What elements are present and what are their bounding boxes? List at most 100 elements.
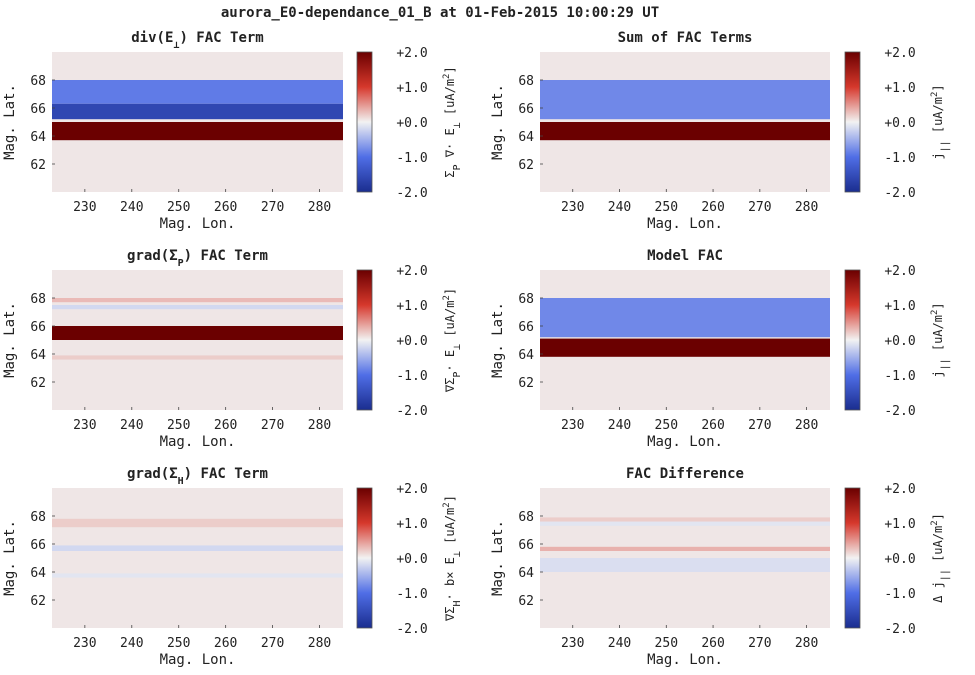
y-tick-label: 64 xyxy=(518,348,534,363)
y-tick-label: 68 xyxy=(30,510,46,525)
x-axis-label: Mag. Lon. xyxy=(647,652,723,668)
colorbar-label: Δ j|| [uA/m2] xyxy=(930,513,951,603)
panel-title: Sum of FAC Terms xyxy=(618,30,753,46)
colorbar-tick-label: -2.0 xyxy=(396,186,427,201)
heatmap-band xyxy=(52,305,343,310)
heatmap-band xyxy=(52,355,343,360)
figure-title: aurora_E0-dependance_01_B at 01-Feb-2015… xyxy=(221,5,659,21)
colorbar xyxy=(356,51,373,193)
panel-grad-sigma-h: grad(ΣH) FAC Term 230 240 250 260 270 280 62 64 6… xyxy=(2,466,463,668)
x-tick-label: 260 xyxy=(701,636,724,651)
panel-fac-diff: FAC Difference 230 240 250 260 270 280 62 64 66 68… xyxy=(490,466,951,668)
x-tick-label: 280 xyxy=(795,200,818,215)
colorbar-tick-label: -1.0 xyxy=(396,369,427,384)
colorbar-tick-label: +0.0 xyxy=(884,334,915,349)
colorbar-label: j|| [uA/m2] xyxy=(930,302,951,377)
x-tick-label: 240 xyxy=(608,636,631,651)
y-axis-label: Mag. Lat. xyxy=(490,302,506,378)
colorbar-tick-label: -2.0 xyxy=(396,404,427,419)
heatmap-band xyxy=(52,80,343,104)
colorbar-tick-label: +0.0 xyxy=(396,116,427,131)
x-tick-label: 260 xyxy=(214,200,237,215)
colorbar-tick-label: +2.0 xyxy=(396,46,427,61)
x-tick-label: 240 xyxy=(120,418,143,433)
x-tick-label: 270 xyxy=(748,418,771,433)
x-tick-label: 240 xyxy=(120,636,143,651)
x-tick-label: 230 xyxy=(561,636,584,651)
heatmap-band xyxy=(52,326,343,340)
colorbar-tick-label: +1.0 xyxy=(396,517,427,532)
y-tick-label: 66 xyxy=(30,320,46,335)
y-axis-label: Mag. Lat. xyxy=(2,84,18,160)
colorbar-tick-label: +2.0 xyxy=(884,482,915,497)
colorbar-tick-label: -2.0 xyxy=(884,186,915,201)
heatmap-band xyxy=(540,558,830,572)
colorbar-tick-label: -2.0 xyxy=(396,622,427,637)
panel-title: grad(ΣH) FAC Term xyxy=(127,466,268,487)
panel-div-e-perp: div(E⊥) FAC Term 230 240 250 260 270 280 62 64 66… xyxy=(2,30,463,232)
x-tick-label: 230 xyxy=(73,200,96,215)
y-tick-label: 64 xyxy=(518,130,534,145)
panel-title: Model FAC xyxy=(647,248,723,264)
y-tick-label: 68 xyxy=(518,510,534,525)
colorbar-tick-label: -2.0 xyxy=(884,622,915,637)
heatmap-band xyxy=(540,80,830,120)
y-tick-label: 66 xyxy=(518,538,534,553)
heatmap-band xyxy=(540,517,830,522)
colorbar-tick-label: +1.0 xyxy=(396,81,427,96)
colorbar xyxy=(844,269,861,411)
y-tick-label: 64 xyxy=(30,130,46,145)
x-tick-label: 230 xyxy=(561,200,584,215)
x-tick-label: 280 xyxy=(308,418,331,433)
x-tick-label: 270 xyxy=(261,636,284,651)
x-tick-label: 250 xyxy=(167,636,190,651)
y-tick-label: 62 xyxy=(518,376,534,391)
y-tick-label: 62 xyxy=(30,594,46,609)
x-tick-label: 250 xyxy=(167,200,190,215)
y-tick-label: 68 xyxy=(30,74,46,89)
panel-title: div(E⊥) FAC Term xyxy=(131,30,263,51)
colorbar-tick-label: +2.0 xyxy=(884,46,915,61)
colorbar-tick-label: +1.0 xyxy=(396,299,427,314)
x-tick-label: 270 xyxy=(748,636,771,651)
colorbar-tick-label: -2.0 xyxy=(884,404,915,419)
y-tick-label: 68 xyxy=(518,74,534,89)
x-tick-label: 280 xyxy=(308,200,331,215)
x-tick-label: 280 xyxy=(795,418,818,433)
colorbar-tick-label: -1.0 xyxy=(884,151,915,166)
colorbar-tick-label: -1.0 xyxy=(396,151,427,166)
x-axis-label: Mag. Lon. xyxy=(160,652,236,668)
colorbar-label: ΣP ∇· E⊥ [uA/m2] xyxy=(442,66,463,177)
heatmap-band xyxy=(540,521,830,526)
y-tick-label: 64 xyxy=(30,348,46,363)
y-tick-label: 68 xyxy=(30,292,46,307)
panel-title: grad(ΣP) FAC Term xyxy=(127,248,268,269)
x-tick-label: 250 xyxy=(167,418,190,433)
colorbar-tick-label: +0.0 xyxy=(884,116,915,131)
x-tick-label: 250 xyxy=(655,636,678,651)
colorbar-tick-label: +2.0 xyxy=(884,264,915,279)
colorbar-tick-label: +0.0 xyxy=(884,552,915,567)
colorbar-tick-label: -1.0 xyxy=(396,587,427,602)
y-tick-label: 66 xyxy=(518,102,534,117)
y-axis-label: Mag. Lat. xyxy=(490,84,506,160)
y-tick-label: 62 xyxy=(518,594,534,609)
y-tick-label: 62 xyxy=(30,376,46,391)
colorbar xyxy=(844,51,861,193)
x-tick-label: 240 xyxy=(608,418,631,433)
x-tick-label: 260 xyxy=(701,200,724,215)
panel-title: FAC Difference xyxy=(626,466,744,482)
x-tick-label: 240 xyxy=(120,200,143,215)
y-tick-label: 66 xyxy=(518,320,534,335)
x-tick-label: 270 xyxy=(261,418,284,433)
heatmap-band xyxy=(52,518,343,528)
x-tick-label: 230 xyxy=(73,418,96,433)
heatmap-band xyxy=(52,573,343,578)
y-tick-label: 64 xyxy=(518,566,534,581)
heatmap-band xyxy=(540,546,830,551)
x-axis-label: Mag. Lon. xyxy=(647,434,723,450)
colorbar xyxy=(356,487,373,629)
panel-sum-fac: Sum of FAC Terms 230 240 250 260 270 280 62 64 66… xyxy=(490,30,951,232)
x-axis-label: Mag. Lon. xyxy=(160,434,236,450)
heatmap-band xyxy=(52,103,343,120)
